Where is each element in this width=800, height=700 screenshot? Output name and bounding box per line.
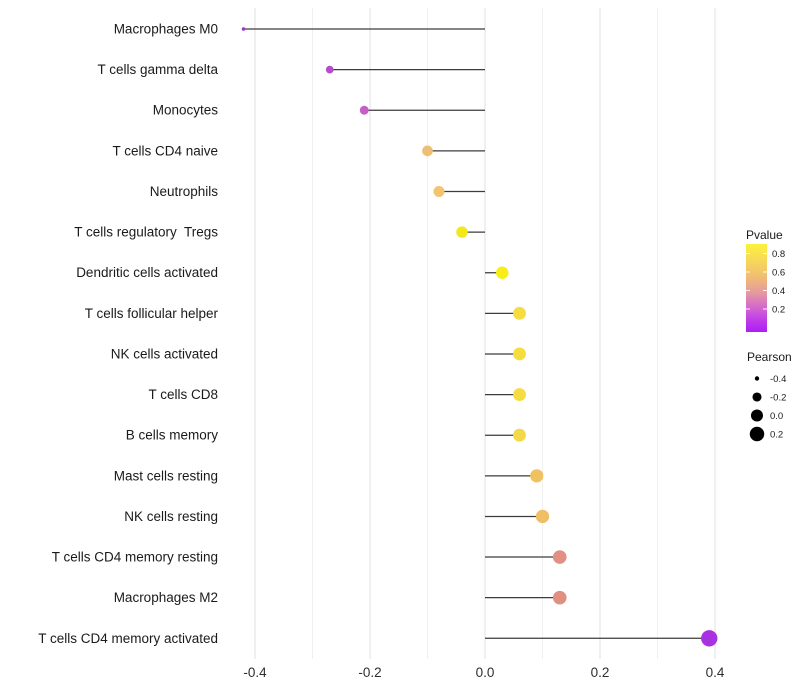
data-point <box>701 630 718 647</box>
pvalue-tick-label: 0.4 <box>772 286 785 297</box>
category-label: T cells CD4 memory resting <box>52 550 218 565</box>
pearson-size-key-label: 0.0 <box>770 411 783 422</box>
pvalue-tick-label: 0.8 <box>772 249 785 260</box>
pearson-size-key-label: -0.4 <box>770 374 786 385</box>
pearson-size-key-dot <box>750 409 764 422</box>
data-point <box>535 509 550 524</box>
category-label: Macrophages M0 <box>114 22 218 37</box>
x-tick-label: -0.4 <box>243 665 267 680</box>
data-point <box>241 27 246 31</box>
grid-layer <box>254 8 716 659</box>
data-point <box>552 590 567 605</box>
x-tick-label: -0.2 <box>358 665 381 680</box>
data-point <box>530 469 544 483</box>
data-point <box>513 428 526 442</box>
data-point <box>496 266 509 279</box>
category-label: NK cells activated <box>111 346 218 361</box>
data-point <box>422 145 433 157</box>
data-point <box>359 105 369 115</box>
pvalue-legend-title: Pvalue <box>746 228 783 242</box>
category-label: Macrophages M2 <box>114 590 218 605</box>
pearson-legend-title: Pearson <box>747 350 792 364</box>
category-label: Mast cells resting <box>114 468 218 483</box>
category-label: Monocytes <box>153 103 219 118</box>
pvalue-tick-label: 0.2 <box>772 305 785 316</box>
x-tick-label: 0.0 <box>476 665 495 680</box>
pearson-size-key-dot <box>754 376 760 381</box>
data-point <box>433 185 445 197</box>
category-label: T cells gamma delta <box>97 62 218 77</box>
category-label: T cells CD4 naive <box>112 143 218 158</box>
rows-layer: Macrophages M0 T cells gamma delta Monocyt… <box>38 22 718 647</box>
x-tick-label: 0.2 <box>591 665 610 680</box>
pearson-size-key-dot <box>752 392 762 402</box>
category-label: Neutrophils <box>150 184 219 199</box>
data-point <box>456 226 468 238</box>
data-point <box>325 65 334 74</box>
x-axis-layer: -0.4 -0.2 0.0 0.2 0.4 <box>243 665 725 680</box>
data-point <box>513 306 526 320</box>
category-label: Dendritic cells activated <box>76 265 218 280</box>
pearson-size-key-label: -0.2 <box>770 393 786 404</box>
pearson-size-key-label: 0.2 <box>770 430 783 441</box>
category-label: T cells regulatory Tregs <box>74 225 218 240</box>
pvalue-tick-label: 0.6 <box>772 267 785 278</box>
category-label: T cells CD4 memory activated <box>38 631 218 646</box>
category-label: T cells CD8 <box>148 387 218 402</box>
data-point <box>552 550 567 564</box>
category-label: T cells follicular helper <box>85 306 219 321</box>
pvalue-colorbar <box>746 244 767 332</box>
data-point <box>513 388 526 401</box>
x-tick-label: 0.4 <box>706 665 725 680</box>
legend-layer: Pvalue Pearson 0.8 0.6 0.4 0.2 -0.4 -0.2 0.0 0.… <box>746 228 792 442</box>
pearson-size-key-dot <box>749 426 765 442</box>
category-label: B cells memory <box>126 428 219 443</box>
data-point <box>513 347 526 361</box>
category-label: NK cells resting <box>124 509 218 524</box>
